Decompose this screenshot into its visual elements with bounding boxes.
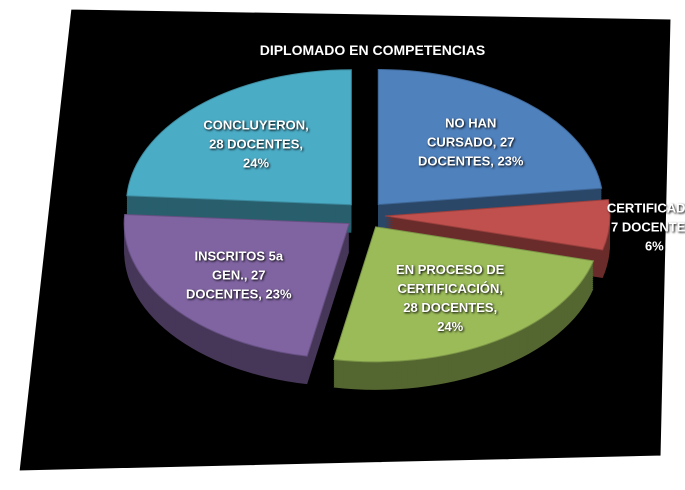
- data-label: CONCLUYERON, 28 DOCENTES, 24%: [203, 117, 309, 171]
- pie: [123, 69, 611, 390]
- slice: [384, 199, 611, 251]
- slice: [377, 69, 603, 206]
- data-label: EN PROCESO DE CERTIFICACIÓN, 28 DOCENTES…: [396, 261, 505, 334]
- data-label: CERTIFICADOS, 7 DOCENTES, 6%: [606, 200, 685, 254]
- data-label: NO HAN CURSADO, 27 DOCENTES, 23%: [418, 115, 524, 169]
- slice: [332, 226, 595, 363]
- data-label: INSCRITOS 5a GEN., 27 DOCENTES, 23%: [186, 248, 292, 302]
- slice: [126, 69, 352, 206]
- chart-title: DIPLOMADO EN COMPETENCIAS: [259, 42, 486, 58]
- slice: [123, 213, 350, 357]
